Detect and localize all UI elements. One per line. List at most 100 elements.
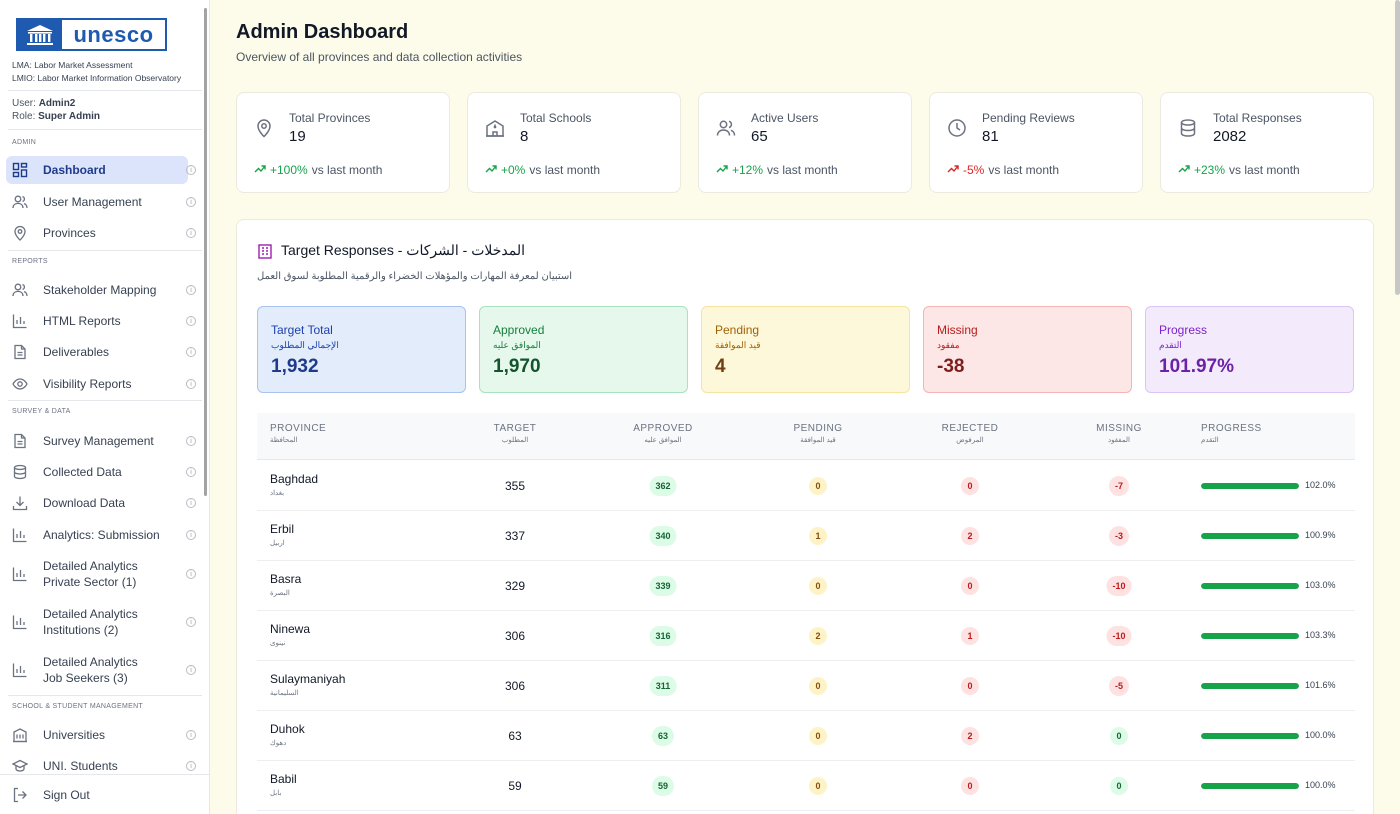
- sidebar-item-label: User Management: [43, 195, 142, 209]
- trend-down-icon: [947, 163, 959, 177]
- info-icon[interactable]: i: [186, 665, 196, 675]
- sidebar-item-detailed-analytics-private-sector[interactable]: Detailed Analytics Private Sector (1): [6, 554, 188, 594]
- table-row[interactable]: Duhok دهوك 63 63 0 2 0 100.0%: [257, 711, 1355, 761]
- sidebar-item-visibility-reports[interactable]: Visibility Reports: [6, 370, 188, 398]
- info-icon[interactable]: i: [186, 617, 196, 627]
- info-icon[interactable]: i: [186, 569, 196, 579]
- column-header-province[interactable]: PROVINCE المحافظة: [270, 423, 327, 444]
- rejected-badge: 0: [961, 477, 979, 495]
- target-value: 306: [504, 629, 526, 643]
- stat-value: 8: [520, 128, 529, 145]
- sidebar-item-label: HTML Reports: [43, 314, 121, 328]
- sidebar-item-analytics-submission[interactable]: Analytics: Submission: [6, 521, 188, 549]
- sidebar-item-dashboard[interactable]: Dashboard: [6, 156, 188, 184]
- info-icon[interactable]: i: [186, 379, 196, 389]
- sidebar-item-stakeholder-mapping[interactable]: Stakeholder Mapping: [6, 276, 188, 304]
- progress-text: 102.0%: [1305, 480, 1336, 490]
- info-icon[interactable]: i: [186, 530, 196, 540]
- table-row[interactable]: Erbil اربيل 337 340 1 2 -3 100.9%: [257, 511, 1355, 561]
- sidebar-item-label: Universities: [43, 728, 106, 742]
- stat-value: 65: [751, 128, 768, 145]
- table-row[interactable]: Ninewa نينوى 306 316 2 1 -10 103.3%: [257, 611, 1355, 661]
- approved-badge: 339: [649, 576, 677, 596]
- table-header: PROVINCE المحافظة TARGET المطلوب APPROVED ا…: [257, 413, 1355, 460]
- sidebar-item-universities[interactable]: Universities: [6, 721, 188, 749]
- progress-fill: [1201, 583, 1299, 589]
- target-value: 63: [508, 729, 522, 743]
- progress-bar: [1201, 583, 1299, 589]
- column-header-pending[interactable]: PENDING قيد الموافقة: [793, 423, 843, 444]
- dashboard-icon: [12, 162, 28, 178]
- info-icon[interactable]: i: [186, 436, 196, 446]
- sidebar-item-label: Collected Data: [43, 465, 122, 479]
- summary-card-target-total: Target Total الإجمالي المطلوب 1,932: [257, 306, 466, 393]
- sidebar-item-detailed-analytics-job-seekers[interactable]: Detailed Analytics Job Seekers (3): [6, 650, 188, 690]
- column-header-approved[interactable]: APPROVED الموافق عليه: [633, 423, 693, 444]
- sidebar-item-uni-students[interactable]: UNI. Students: [6, 752, 188, 774]
- info-icon[interactable]: i: [186, 316, 196, 326]
- table-row[interactable]: Sulaymaniyah السليمانية 306 311 0 0 -5 10…: [257, 661, 1355, 711]
- info-icon[interactable]: i: [186, 228, 196, 238]
- info-icon[interactable]: i: [186, 761, 196, 771]
- column-header-missing[interactable]: MISSING المفقود: [1096, 423, 1142, 444]
- clock-icon: [947, 118, 967, 138]
- missing-badge: 0: [1110, 727, 1128, 745]
- summary-label: Target Total: [271, 323, 333, 337]
- section-school-student: SCHOOL & STUDENT MANAGEMENT: [12, 703, 144, 710]
- sidebar-item-detailed-analytics-institutions[interactable]: Detailed Analytics Institutions (2): [6, 602, 188, 642]
- sidebar-item-deliverables[interactable]: Deliverables: [6, 338, 188, 366]
- sidebar-item-html-reports[interactable]: HTML Reports: [6, 307, 188, 335]
- pending-badge: 0: [809, 577, 827, 595]
- panel-title-text: Target Responses - المدخلات - الشركات: [281, 242, 526, 258]
- panel-title: Target Responses - المدخلات - الشركات: [257, 242, 525, 259]
- trend-up-icon: [1178, 163, 1190, 177]
- sign-out-area: Sign Out: [0, 774, 209, 814]
- sidebar-item-label: Analytics: Submission: [43, 528, 160, 542]
- rejected-badge: 1: [961, 627, 979, 645]
- info-icon[interactable]: i: [186, 165, 196, 175]
- sidebar-item-user-management[interactable]: User Management: [6, 188, 188, 216]
- table-row[interactable]: Basra البصرة 329 339 0 0 -10 103.0%: [257, 561, 1355, 611]
- sidebar-item-provinces[interactable]: Provinces: [6, 219, 188, 247]
- info-icon[interactable]: i: [186, 285, 196, 295]
- column-header-progress[interactable]: PROGRESS التقدم: [1201, 423, 1262, 444]
- province-name: Baghdad بغداد: [270, 472, 319, 497]
- sidebar: unesco LMA: Labor Market Assessment LMIO…: [0, 0, 210, 814]
- sidebar-item-label: Provinces: [43, 226, 96, 240]
- info-icon[interactable]: i: [186, 197, 196, 207]
- approved-badge: 59: [651, 776, 675, 796]
- stat-label: Total Schools: [520, 111, 592, 125]
- trend-up-icon: [254, 163, 266, 177]
- page-scrollbar[interactable]: [1395, 0, 1400, 295]
- approved-badge: 362: [649, 476, 677, 496]
- table-row[interactable]: Baghdad بغداد 355 362 0 0 -7 102.0%: [257, 461, 1355, 511]
- column-header-rejected[interactable]: REJECTED المرفوض: [941, 423, 999, 444]
- stat-card-pending-reviews: Pending Reviews 81 -5% vs last month: [929, 92, 1143, 193]
- map-pin-icon: [12, 225, 28, 241]
- sidebar-item-download-data[interactable]: Download Data: [6, 489, 188, 517]
- progress-fill: [1201, 733, 1299, 739]
- target-value: 337: [504, 529, 526, 543]
- sidebar-item-collected-data[interactable]: Collected Data: [6, 458, 188, 486]
- sidebar-scrollbar[interactable]: [204, 8, 207, 496]
- stat-card-total-provinces: Total Provinces 19 +100% vs last month: [236, 92, 450, 193]
- map-pin-icon: [254, 118, 274, 138]
- unesco-logo[interactable]: unesco: [16, 18, 167, 51]
- bar-chart-icon: [12, 313, 28, 329]
- info-icon[interactable]: i: [186, 347, 196, 357]
- stat-value: 19: [289, 128, 306, 145]
- role-name: Super Admin: [38, 111, 100, 122]
- table-row[interactable]: Babil بابل 59 59 0 0 0 100.0%: [257, 761, 1355, 811]
- summary-value: -38: [937, 356, 965, 377]
- info-icon[interactable]: i: [186, 498, 196, 508]
- column-header-target[interactable]: TARGET المطلوب: [493, 423, 537, 444]
- sign-out-button[interactable]: Sign Out: [6, 781, 188, 809]
- bar-chart-icon: [12, 614, 28, 630]
- missing-badge: 0: [1110, 777, 1128, 795]
- info-icon[interactable]: i: [186, 467, 196, 477]
- pending-badge: 0: [809, 477, 827, 495]
- sidebar-item-survey-management[interactable]: Survey Management: [6, 427, 188, 455]
- divider: [8, 90, 202, 91]
- info-icon[interactable]: i: [186, 730, 196, 740]
- sidebar-item-label: UNI. Students: [43, 759, 118, 773]
